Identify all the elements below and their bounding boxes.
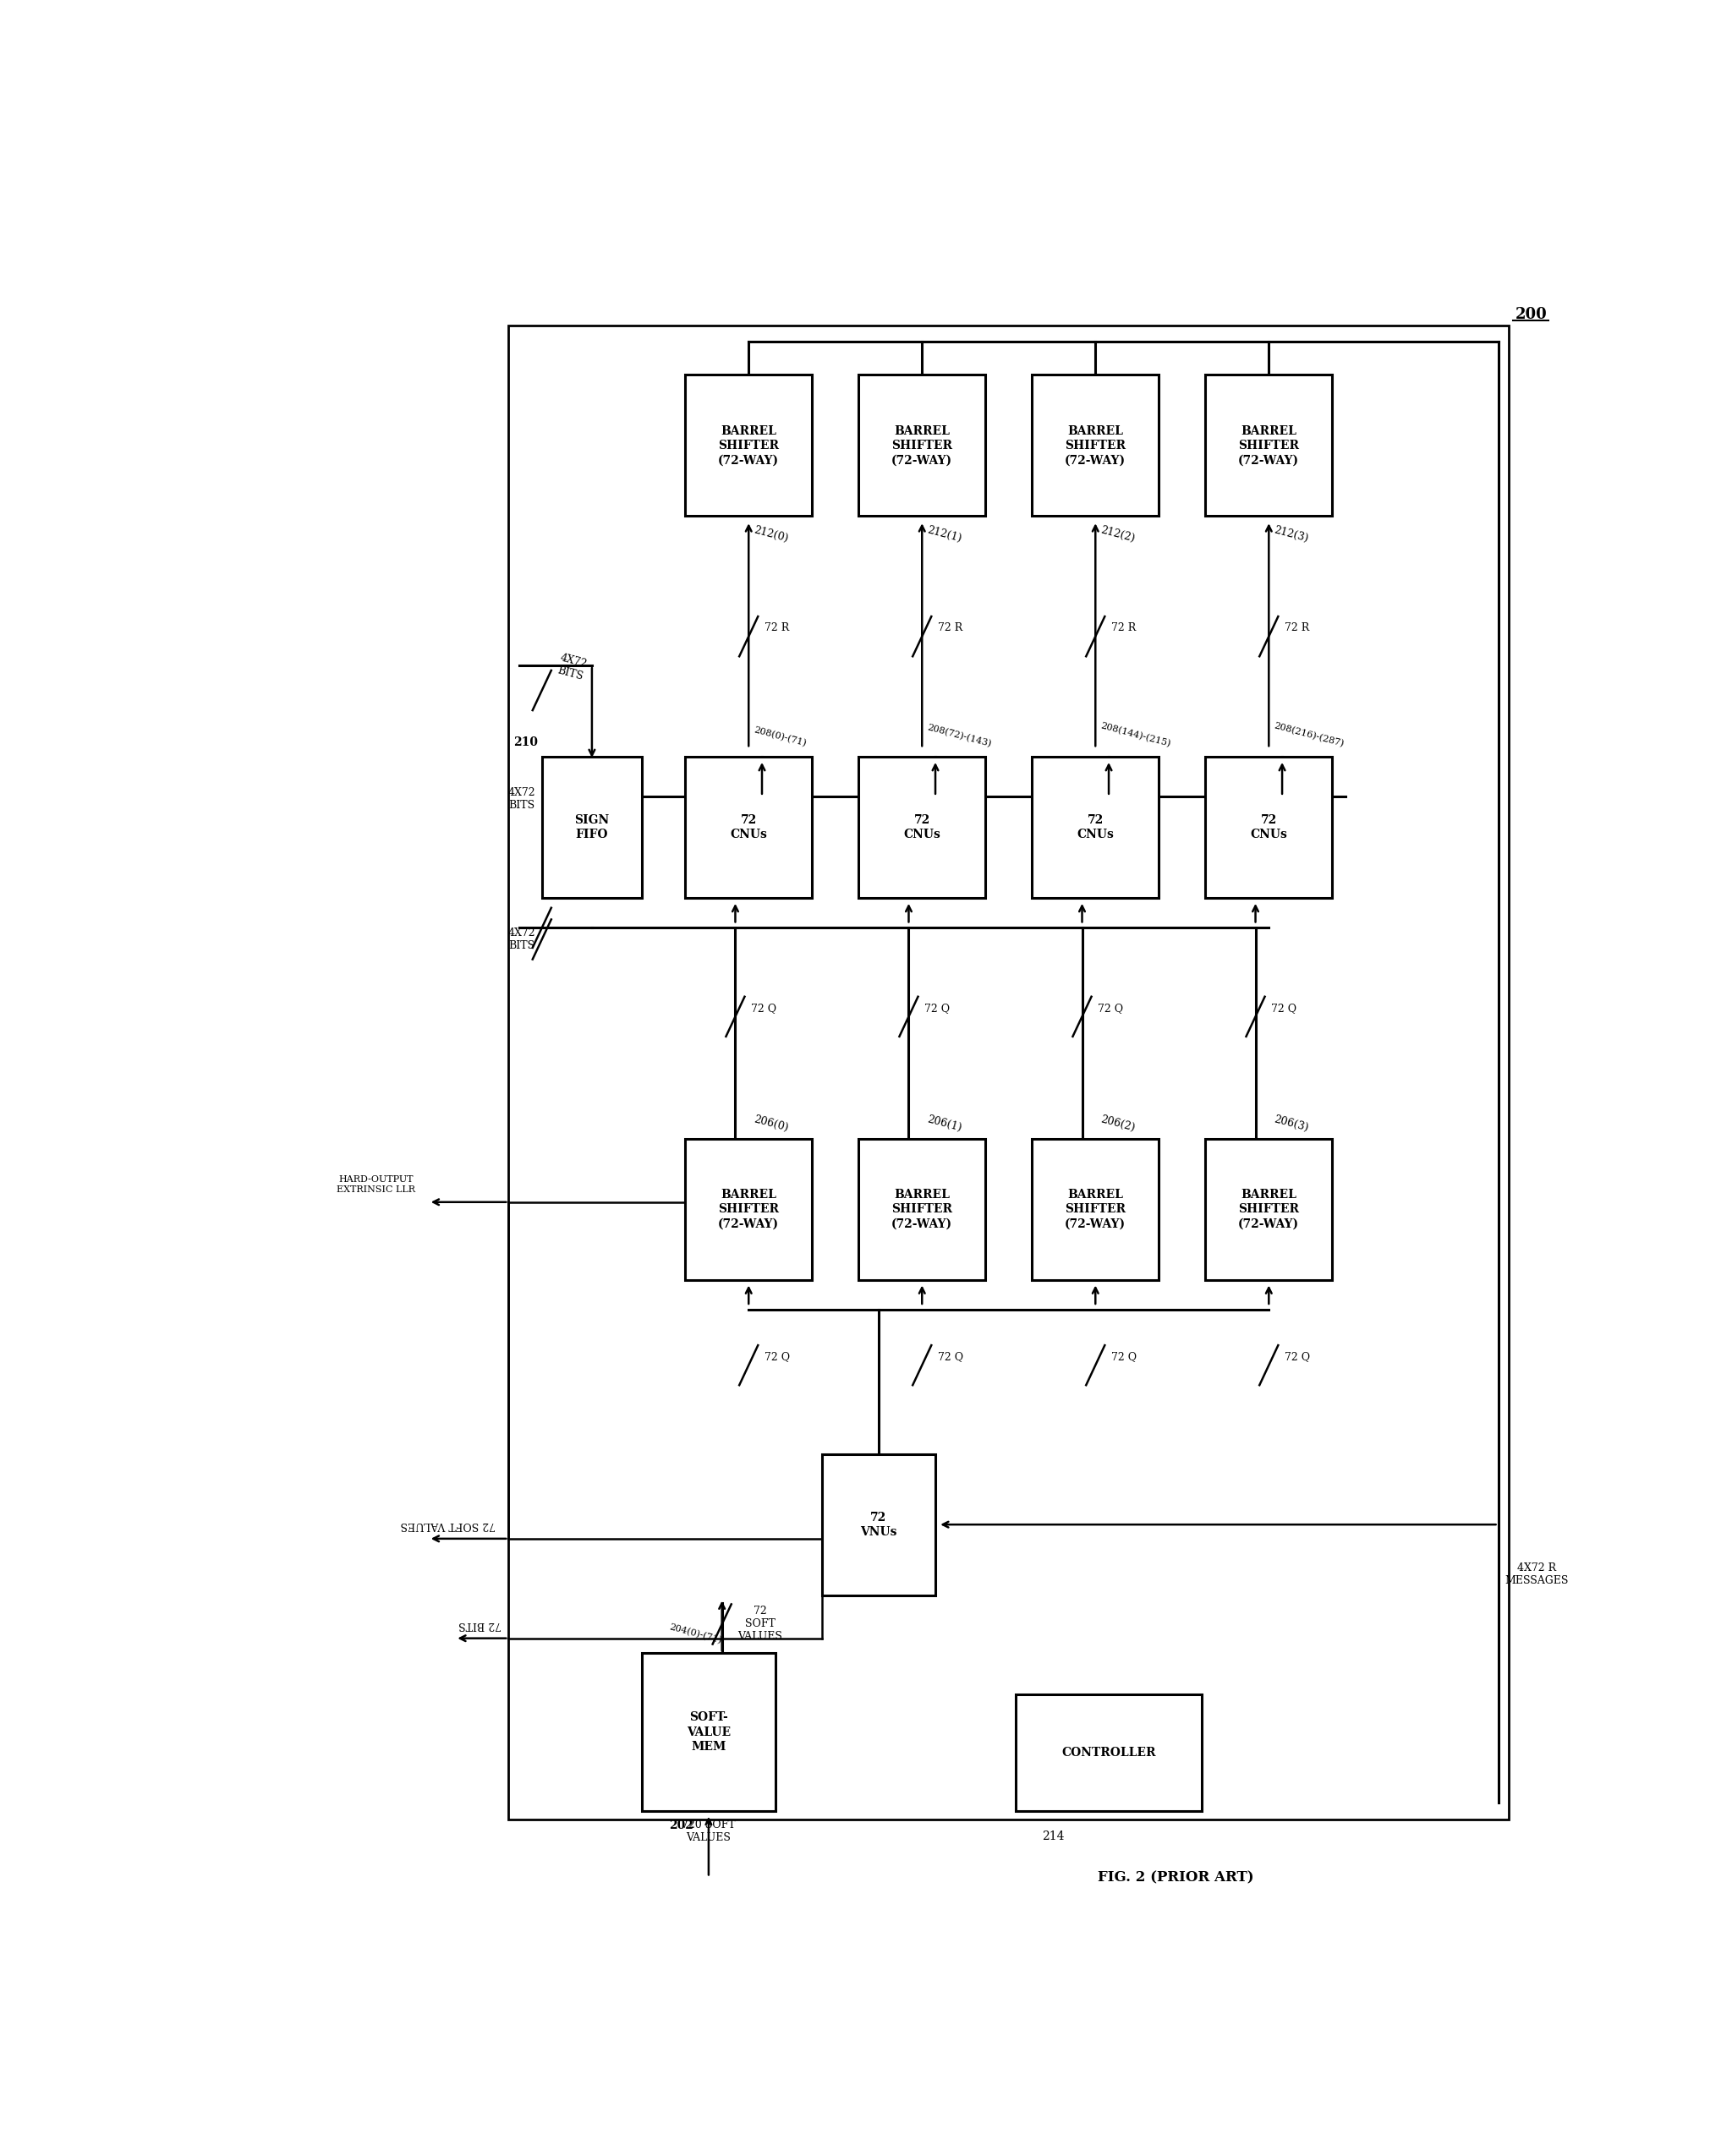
Text: 206(0): 206(0) <box>752 1115 790 1134</box>
Text: 206(2): 206(2) <box>1100 1115 1136 1134</box>
Text: HARD-OUTPUT
EXTRINSIC LLR: HARD-OUTPUT EXTRINSIC LLR <box>337 1175 415 1194</box>
Text: 212(2): 212(2) <box>1100 524 1136 543</box>
Text: 72 R: 72 R <box>764 623 790 634</box>
Text: 72
CNUs: 72 CNUs <box>904 815 941 841</box>
Text: 208(144)-(215): 208(144)-(215) <box>1100 722 1172 748</box>
Text: 214: 214 <box>1043 1830 1065 1843</box>
Text: 72
VNUs: 72 VNUs <box>860 1511 897 1537</box>
Text: 206(3): 206(3) <box>1274 1115 1310 1134</box>
Bar <box>685 375 812 515</box>
Text: 72 Q: 72 Q <box>1098 1003 1124 1013</box>
Text: BARREL
SHIFTER
(72-WAY): BARREL SHIFTER (72-WAY) <box>1239 1188 1299 1229</box>
Bar <box>1205 375 1332 515</box>
Bar <box>1205 1138 1332 1281</box>
Text: 720 SOFT
VALUES: 720 SOFT VALUES <box>682 1820 735 1843</box>
Text: 208(0)-(71): 208(0)-(71) <box>752 727 807 748</box>
Text: BARREL
SHIFTER
(72-WAY): BARREL SHIFTER (72-WAY) <box>1239 425 1299 466</box>
Text: BARREL
SHIFTER
(72-WAY): BARREL SHIFTER (72-WAY) <box>891 1188 952 1229</box>
Text: 204(0)-(71): 204(0)-(71) <box>668 1623 723 1645</box>
Text: 208(72)-(143): 208(72)-(143) <box>926 722 991 748</box>
Text: BARREL
SHIFTER
(72-WAY): BARREL SHIFTER (72-WAY) <box>891 425 952 466</box>
Bar <box>685 1138 812 1281</box>
Bar <box>509 326 1509 1820</box>
Text: 72
CNUs: 72 CNUs <box>1249 815 1287 841</box>
Bar <box>859 757 986 897</box>
Text: 212(3): 212(3) <box>1274 524 1310 543</box>
Text: 72 Q: 72 Q <box>1272 1003 1298 1013</box>
Text: 72 Q: 72 Q <box>938 1352 964 1363</box>
Text: 72
SOFT
VALUES: 72 SOFT VALUES <box>738 1606 783 1643</box>
Text: 72 BITS: 72 BITS <box>460 1619 503 1630</box>
Bar <box>1015 1695 1203 1811</box>
Bar <box>859 375 986 515</box>
Text: 202: 202 <box>668 1820 694 1830</box>
Bar <box>859 1138 986 1281</box>
Text: 72 Q: 72 Q <box>1112 1352 1138 1363</box>
Text: 4X72
BITS: 4X72 BITS <box>508 927 535 951</box>
Text: 206(1): 206(1) <box>926 1115 964 1134</box>
Text: CONTROLLER: CONTROLLER <box>1062 1746 1157 1759</box>
Text: 72 R: 72 R <box>1286 623 1310 634</box>
Bar <box>1033 375 1158 515</box>
Text: 210: 210 <box>513 737 539 748</box>
Text: 72
CNUs: 72 CNUs <box>730 815 768 841</box>
Text: 72 SOFT VALUES: 72 SOFT VALUES <box>399 1520 496 1531</box>
Text: 72 R: 72 R <box>1112 623 1136 634</box>
Text: BARREL
SHIFTER
(72-WAY): BARREL SHIFTER (72-WAY) <box>718 425 780 466</box>
Bar <box>1033 1138 1158 1281</box>
Bar <box>685 757 812 897</box>
Text: 72 R: 72 R <box>938 623 962 634</box>
Text: 72
CNUs: 72 CNUs <box>1077 815 1113 841</box>
Text: 72 Q: 72 Q <box>1286 1352 1310 1363</box>
Text: 72 Q: 72 Q <box>924 1003 950 1013</box>
Text: 212(0): 212(0) <box>752 524 790 543</box>
Text: 4X72
BITS: 4X72 BITS <box>556 651 589 681</box>
Text: 4X72
BITS: 4X72 BITS <box>508 787 535 811</box>
Text: 208(216)-(287): 208(216)-(287) <box>1274 722 1344 748</box>
Text: 212(1): 212(1) <box>926 524 962 543</box>
Text: FIG. 2 (PRIOR ART): FIG. 2 (PRIOR ART) <box>1098 1869 1253 1884</box>
Bar <box>1033 757 1158 897</box>
Bar <box>542 757 642 897</box>
Bar <box>1205 757 1332 897</box>
Text: 72 Q: 72 Q <box>764 1352 790 1363</box>
Text: BARREL
SHIFTER
(72-WAY): BARREL SHIFTER (72-WAY) <box>718 1188 780 1229</box>
Text: BARREL
SHIFTER
(72-WAY): BARREL SHIFTER (72-WAY) <box>1065 425 1126 466</box>
Text: 4X72 R
MESSAGES: 4X72 R MESSAGES <box>1504 1563 1568 1587</box>
Text: 200: 200 <box>1516 306 1547 321</box>
Text: 72 Q: 72 Q <box>752 1003 776 1013</box>
Bar <box>642 1654 776 1811</box>
Bar <box>823 1453 936 1595</box>
Text: SOFT-
VALUE
MEM: SOFT- VALUE MEM <box>687 1712 731 1753</box>
Text: BARREL
SHIFTER
(72-WAY): BARREL SHIFTER (72-WAY) <box>1065 1188 1126 1229</box>
Text: SIGN
FIFO: SIGN FIFO <box>575 815 609 841</box>
